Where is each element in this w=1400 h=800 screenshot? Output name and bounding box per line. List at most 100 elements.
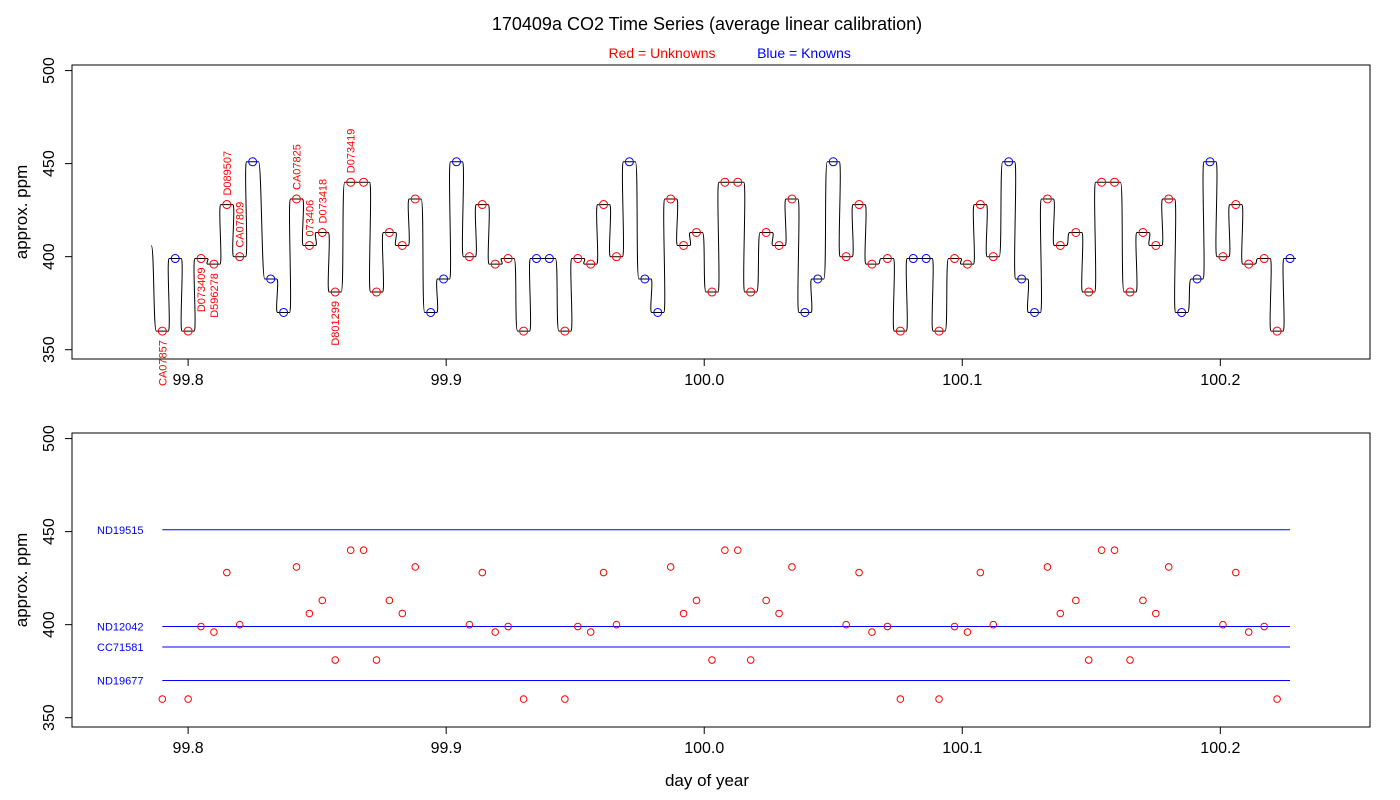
unknown-sample-point <box>1126 656 1134 664</box>
unknown-sample-point <box>346 546 355 555</box>
unknown-sample-point <box>950 622 959 631</box>
unknown-sample-point <box>1139 596 1147 605</box>
unknown-sample-point <box>1043 563 1052 571</box>
unknown-sample-point <box>1097 177 1107 187</box>
known-sample-point <box>1177 307 1187 317</box>
unknown-sample-point <box>733 546 742 555</box>
unknown-sample-point <box>573 254 583 264</box>
unknown-sample-point <box>720 177 730 187</box>
unknown-sample-point <box>868 628 876 636</box>
x-tick-label: 99.8 <box>173 740 204 757</box>
known-sample-point <box>1192 274 1202 284</box>
sample-label: D089507 <box>222 151 234 196</box>
unknown-sample-point <box>586 259 596 269</box>
x-tick-label: 100.1 <box>942 372 982 389</box>
unknown-sample-point <box>1110 546 1119 555</box>
known-sample-point <box>439 274 449 284</box>
unknown-sample-point <box>292 194 302 204</box>
unknown-sample-point <box>1110 177 1120 187</box>
unknown-sample-point <box>292 563 301 571</box>
x-tick-label: 100.0 <box>684 372 724 389</box>
co2-trace-line <box>150 161 1296 332</box>
known-sample-point <box>624 157 634 167</box>
unknown-sample-point <box>504 622 512 631</box>
known-sample-point <box>1030 307 1040 317</box>
unknown-sample-point <box>184 695 192 703</box>
known-sample-point <box>640 274 650 284</box>
known-sample-point <box>828 157 838 167</box>
unknown-sample-point <box>157 326 167 336</box>
unknown-sample-point <box>491 628 500 636</box>
unknown-sample-point <box>318 596 327 605</box>
unknown-sample-point <box>331 656 340 664</box>
unknown-sample-point <box>304 240 314 250</box>
sample-label: D801299 <box>330 301 342 346</box>
unknown-sample-point <box>397 240 407 250</box>
unknown-sample-point <box>1273 695 1281 703</box>
unknown-sample-point <box>222 200 232 210</box>
unknown-sample-point <box>235 620 244 629</box>
unknown-sample-point <box>841 252 851 262</box>
unknown-sample-point <box>692 596 701 605</box>
unknown-sample-point <box>989 620 998 629</box>
known-sample-point <box>279 307 289 317</box>
unknown-sample-point <box>1084 287 1094 297</box>
unknown-sample-point <box>410 194 420 204</box>
sample-label: D073418 <box>317 179 329 224</box>
sample-label: CA07809 <box>235 202 247 248</box>
unknown-sample-point <box>209 259 219 269</box>
sample-label: D073419 <box>346 129 358 174</box>
unknown-sample-point <box>1164 194 1174 204</box>
unknown-sample-point <box>1042 194 1052 204</box>
unknown-sample-point <box>599 568 608 577</box>
unknown-sample-point <box>305 609 314 618</box>
unknown-sample-point <box>478 568 487 577</box>
unknown-sample-point <box>934 326 944 336</box>
sample-label: CA07857 <box>157 340 169 386</box>
known-sample-point <box>813 274 823 284</box>
unknown-sample-point <box>464 252 474 262</box>
reference-line-label: CC71581 <box>97 642 143 654</box>
x-tick-label: 100.2 <box>1200 740 1240 757</box>
x-tick-label: 100.2 <box>1200 372 1240 389</box>
unknown-sample-point <box>775 609 783 618</box>
unknown-sample-point <box>1071 227 1081 237</box>
unknown-sample-point <box>384 227 394 237</box>
unknown-sample-point <box>1218 252 1228 262</box>
unknown-sample-point <box>346 177 356 187</box>
unknown-sample-point <box>1259 254 1269 264</box>
reference-line-label: ND12042 <box>97 622 143 634</box>
unknown-sample-point <box>1056 609 1065 618</box>
unknown-sample-point <box>762 596 770 605</box>
unknown-sample-point <box>854 200 864 210</box>
x-tick-label: 99.9 <box>431 372 462 389</box>
x-tick-label: 99.8 <box>173 372 204 389</box>
unknown-sample-point <box>842 620 850 629</box>
unknown-sample-point <box>503 254 513 264</box>
unknown-sample-point <box>210 628 218 636</box>
unknown-sample-point <box>1152 609 1160 618</box>
known-sample-point <box>1205 157 1215 167</box>
unknown-sample-point <box>1125 287 1135 297</box>
unknown-sample-point <box>359 177 369 187</box>
unknown-sample-point <box>787 194 797 204</box>
unknown-sample-point <box>372 656 381 664</box>
unknown-sample-point <box>988 252 998 262</box>
unknown-sample-point <box>1164 563 1173 571</box>
plot-frame <box>71 64 1371 360</box>
sample-label: CA07825 <box>292 144 304 190</box>
unknown-sample-point <box>1138 227 1148 237</box>
unknown-sample-point <box>1244 628 1253 636</box>
x-tick-label: 100.0 <box>684 740 724 757</box>
unknown-sample-point <box>746 287 756 297</box>
unknown-sample-point <box>666 563 675 571</box>
y-tick-label: 500 <box>41 425 58 452</box>
known-sample-point <box>1017 274 1027 284</box>
known-sample-point <box>426 307 436 317</box>
unknown-sample-point <box>183 326 193 336</box>
known-sample-point <box>800 307 810 317</box>
unknown-sample-point <box>519 695 528 703</box>
unknown-sample-point <box>1219 620 1227 629</box>
sample-label: 073406 <box>304 200 316 237</box>
